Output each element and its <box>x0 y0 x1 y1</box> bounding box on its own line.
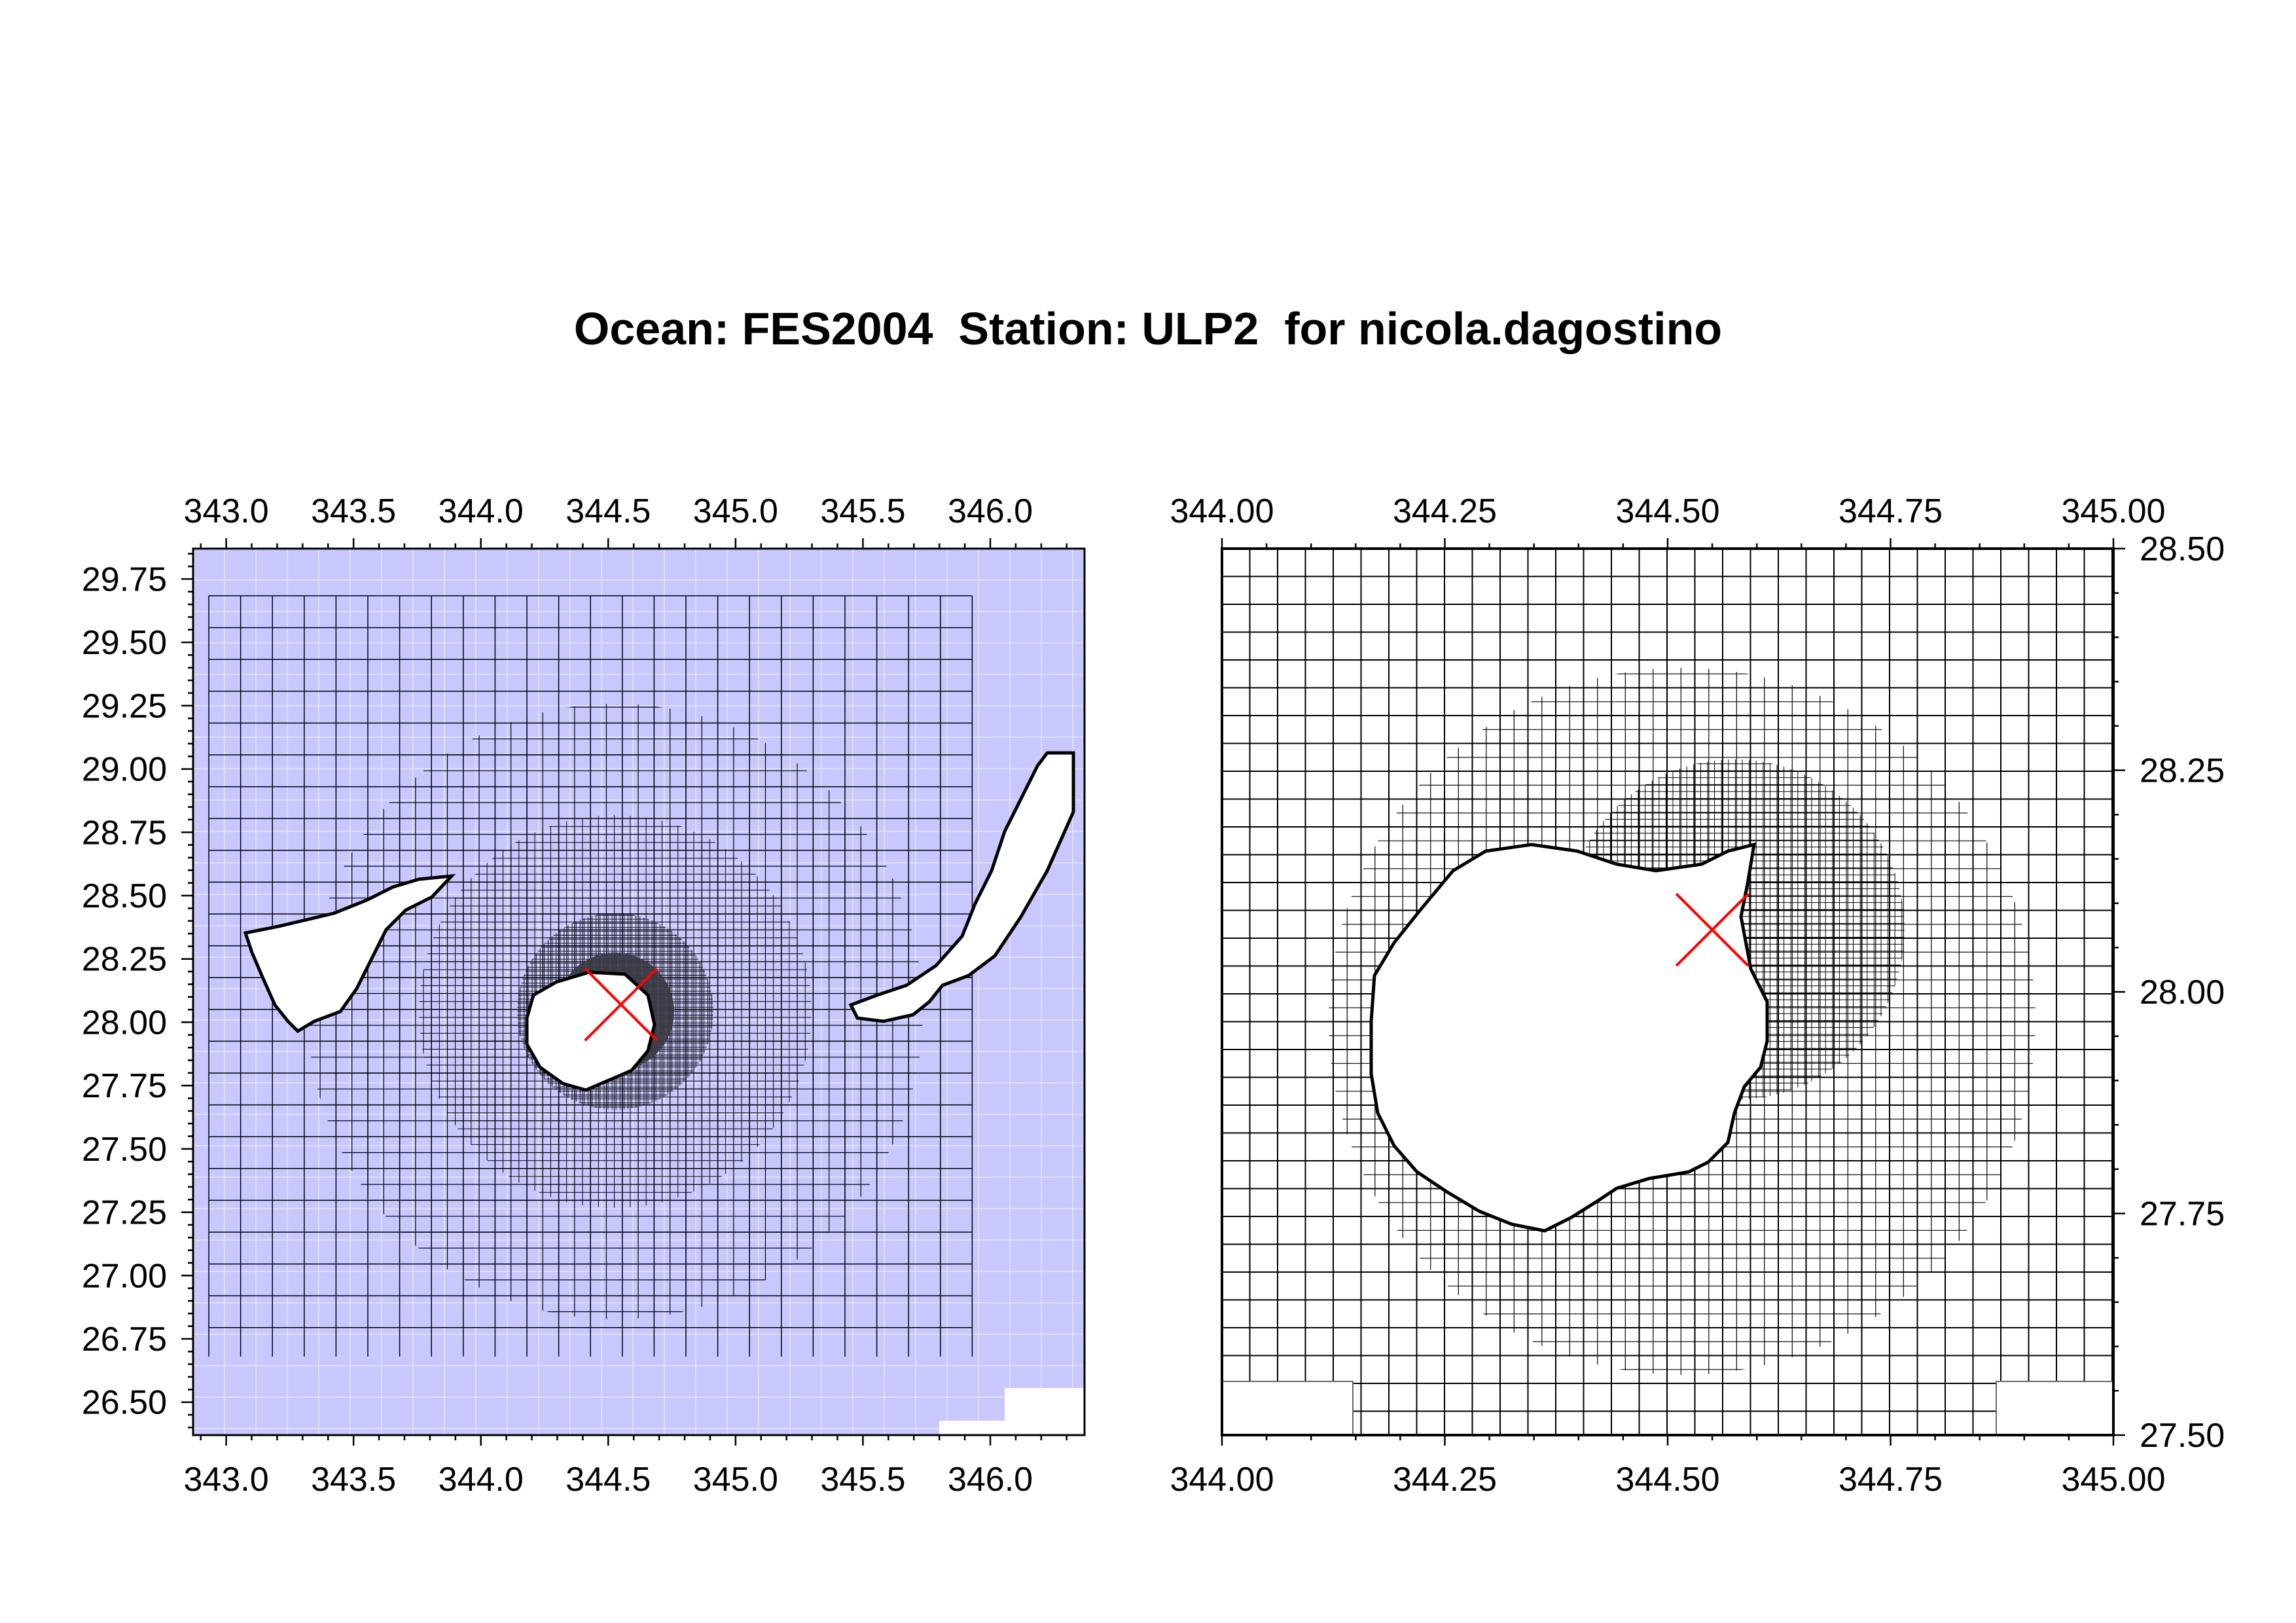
y-tick-label: 28.25 <box>2140 752 2225 790</box>
land-cell <box>1996 1381 2113 1435</box>
island-gran-canaria <box>1369 842 1769 1233</box>
x-tick-label-top: 345.5 <box>820 492 905 530</box>
island-fuerteventura <box>848 751 1075 1023</box>
y-tick-label: 28.50 <box>82 877 167 915</box>
y-tick-label: 28.50 <box>2140 530 2225 568</box>
y-tick-label: 27.00 <box>82 1257 167 1295</box>
x-tick-label-bottom: 344.75 <box>1839 1461 1943 1499</box>
x-tick-label-bottom: 344.00 <box>1170 1461 1274 1499</box>
overview-map: 343.0 343.0 343.5 343.5 344.0 344.0 344.5 344.5… <box>82 492 1086 1499</box>
y-tick-label: 26.75 <box>82 1321 167 1359</box>
zoom-map-content <box>1222 549 2113 1435</box>
axis-ticks <box>181 538 1068 1446</box>
overview-map-content <box>193 549 1085 1435</box>
y-tick-label: 29.50 <box>82 624 167 662</box>
map-frame <box>192 547 1086 1436</box>
y-tick-label: 26.50 <box>82 1384 167 1422</box>
x-tick-label-bottom: 344.50 <box>1615 1461 1719 1499</box>
y-tick-label: 27.75 <box>2140 1195 2225 1233</box>
page-title: Ocean: FES2004 Station: ULP2 for nicola.… <box>573 303 1723 354</box>
zoom-map: 344.00 344.00 344.25 344.25 344.50 344.50 344.… <box>1170 492 2225 1499</box>
y-tick-label: 29.00 <box>82 751 167 789</box>
y-tick-label: 27.50 <box>2140 1417 2225 1455</box>
x-tick-label-bottom: 345.0 <box>693 1461 778 1499</box>
land-cell <box>1222 1381 1354 1435</box>
x-tick-label-top: 345.0 <box>693 492 778 530</box>
x-tick-label-top: 345.00 <box>2061 492 2165 530</box>
y-tick-label: 28.00 <box>2140 974 2225 1012</box>
x-tick-label-bottom: 344.0 <box>439 1461 524 1499</box>
x-tick-label-top: 343.5 <box>311 492 396 530</box>
y-tick-label: 27.25 <box>82 1194 167 1232</box>
station-marker <box>1675 892 1749 967</box>
map-frame <box>1221 547 2115 1436</box>
y-tick-label: 27.50 <box>82 1131 167 1169</box>
x-tick-label-bottom: 343.5 <box>311 1461 396 1499</box>
x-tick-label-bottom: 344.25 <box>1393 1461 1497 1499</box>
island-tenerife <box>243 873 456 1034</box>
y-tick-label: 29.75 <box>82 560 167 598</box>
y-tick-label: 27.75 <box>82 1067 167 1105</box>
x-tick-label-bottom: 345.00 <box>2061 1461 2165 1499</box>
x-tick-label-top: 344.25 <box>1393 492 1497 530</box>
x-tick-label-top: 344.5 <box>565 492 651 530</box>
x-tick-label-top: 346.0 <box>948 492 1033 530</box>
y-tick-label: 28.25 <box>82 941 167 979</box>
x-tick-label-bottom: 346.0 <box>948 1461 1033 1499</box>
x-tick-label-bottom: 344.5 <box>565 1461 651 1499</box>
land-cell <box>939 1421 1085 1435</box>
station-marker <box>584 967 658 1042</box>
y-tick-label: 29.25 <box>82 687 167 725</box>
x-tick-label-top: 344.0 <box>439 492 524 530</box>
y-tick-label: 28.00 <box>82 1004 167 1042</box>
land-cell <box>1005 1388 1085 1421</box>
axis-ticks <box>1221 538 2125 1446</box>
x-tick-label-top: 343.0 <box>184 492 269 530</box>
y-tick-label: 28.75 <box>82 814 167 852</box>
x-tick-label-bottom: 343.0 <box>184 1461 269 1499</box>
x-tick-label-bottom: 345.5 <box>820 1461 905 1499</box>
x-tick-label-top: 344.50 <box>1615 492 1719 530</box>
x-tick-label-top: 344.75 <box>1839 492 1943 530</box>
x-tick-label-top: 344.00 <box>1170 492 1274 530</box>
